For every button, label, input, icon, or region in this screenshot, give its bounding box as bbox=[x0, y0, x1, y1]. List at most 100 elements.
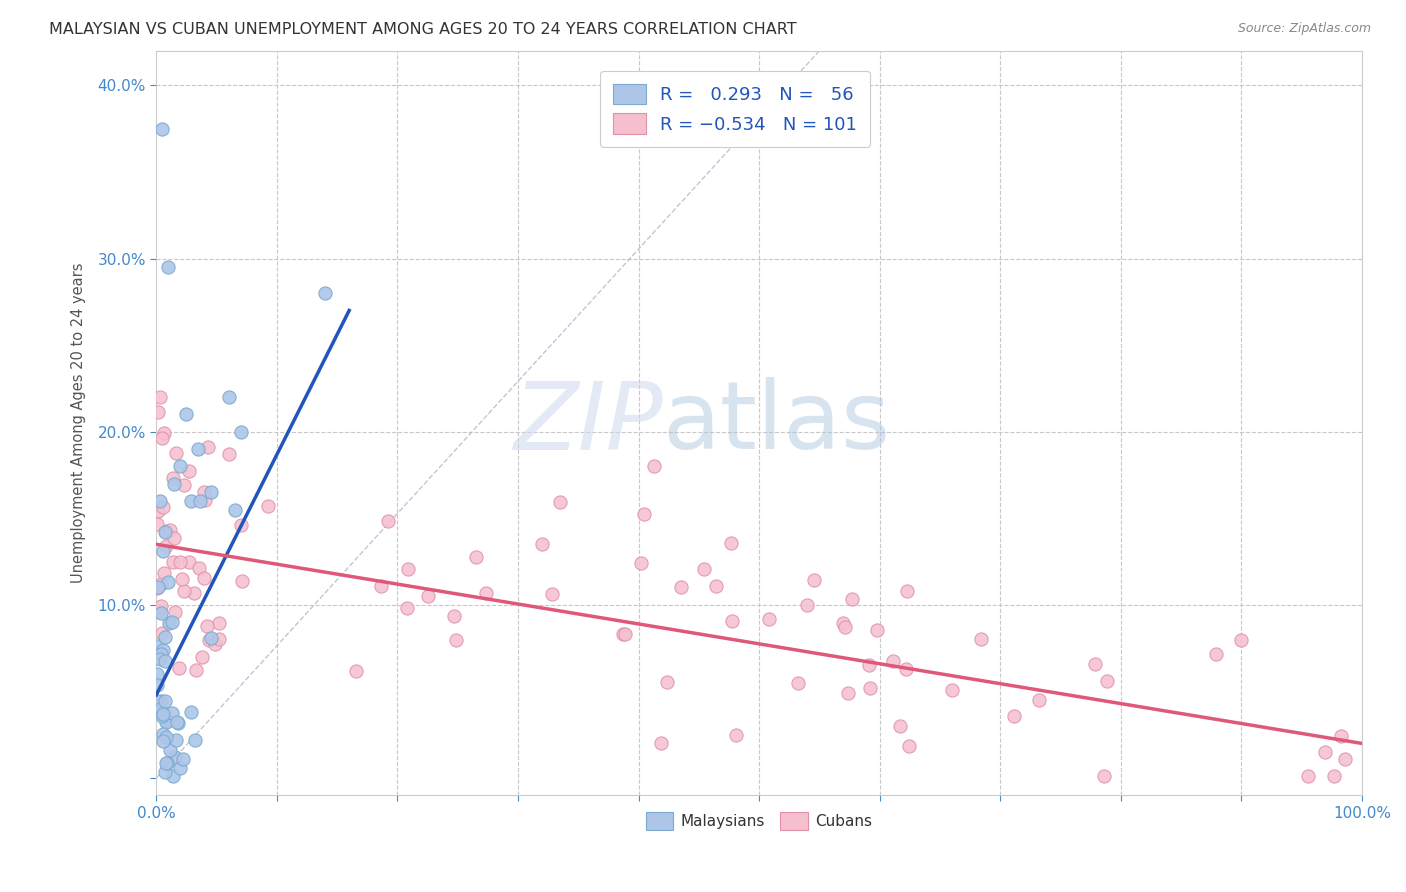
Point bbox=[150, 121, 173, 136]
Text: atlas: atlas bbox=[662, 377, 891, 469]
Point bbox=[153, 524, 176, 539]
Point bbox=[1095, 674, 1118, 689]
Point bbox=[630, 556, 652, 570]
Point bbox=[188, 560, 211, 574]
Point bbox=[758, 612, 780, 626]
Point bbox=[183, 586, 205, 600]
Point bbox=[803, 574, 825, 588]
Point bbox=[149, 606, 172, 620]
Point bbox=[167, 715, 190, 730]
Point bbox=[1028, 693, 1050, 707]
Point bbox=[162, 471, 184, 485]
Point bbox=[146, 678, 169, 692]
Point bbox=[157, 616, 180, 631]
Legend: Malaysians, Cubans: Malaysians, Cubans bbox=[640, 806, 879, 836]
Point bbox=[831, 616, 853, 631]
Point bbox=[157, 260, 180, 275]
Point bbox=[396, 601, 419, 615]
Point bbox=[152, 706, 174, 721]
Point bbox=[153, 425, 176, 440]
Point bbox=[149, 494, 172, 508]
Point bbox=[153, 654, 176, 668]
Point bbox=[218, 390, 240, 404]
Point bbox=[530, 537, 553, 551]
Point bbox=[149, 390, 172, 404]
Point bbox=[941, 682, 963, 697]
Point bbox=[208, 632, 231, 646]
Point bbox=[184, 732, 207, 747]
Point bbox=[162, 706, 184, 721]
Point bbox=[474, 585, 496, 599]
Point bbox=[155, 539, 177, 553]
Point bbox=[146, 516, 169, 531]
Point bbox=[231, 574, 253, 588]
Point bbox=[166, 715, 188, 730]
Point bbox=[1313, 745, 1336, 759]
Point bbox=[396, 562, 419, 576]
Point bbox=[540, 587, 562, 601]
Point bbox=[149, 694, 172, 708]
Point bbox=[657, 675, 679, 690]
Point bbox=[882, 654, 904, 668]
Point bbox=[1334, 752, 1357, 766]
Point bbox=[159, 523, 181, 537]
Point bbox=[148, 405, 170, 419]
Point bbox=[152, 544, 174, 558]
Point bbox=[1002, 709, 1025, 723]
Point bbox=[208, 615, 231, 630]
Point bbox=[176, 408, 198, 422]
Point bbox=[153, 765, 176, 780]
Point bbox=[970, 632, 993, 646]
Point bbox=[229, 517, 252, 532]
Point bbox=[177, 555, 200, 569]
Point bbox=[165, 446, 187, 460]
Point bbox=[150, 431, 173, 445]
Point bbox=[169, 459, 191, 474]
Point bbox=[218, 447, 240, 461]
Point bbox=[152, 500, 174, 514]
Point bbox=[841, 592, 863, 607]
Point bbox=[155, 715, 177, 730]
Point bbox=[725, 728, 748, 742]
Point bbox=[188, 494, 211, 508]
Point bbox=[163, 605, 186, 619]
Point bbox=[156, 756, 179, 771]
Point bbox=[704, 579, 727, 593]
Point bbox=[155, 631, 177, 645]
Point bbox=[153, 694, 176, 708]
Point bbox=[163, 476, 186, 491]
Point bbox=[146, 666, 169, 681]
Point bbox=[148, 580, 170, 594]
Text: MALAYSIAN VS CUBAN UNEMPLOYMENT AMONG AGES 20 TO 24 YEARS CORRELATION CHART: MALAYSIAN VS CUBAN UNEMPLOYMENT AMONG AG… bbox=[49, 22, 797, 37]
Point bbox=[165, 732, 187, 747]
Point bbox=[200, 631, 222, 645]
Point bbox=[146, 581, 169, 595]
Text: Source: ZipAtlas.com: Source: ZipAtlas.com bbox=[1237, 22, 1371, 36]
Point bbox=[156, 575, 179, 590]
Point bbox=[693, 562, 716, 576]
Point bbox=[612, 627, 634, 641]
Point bbox=[159, 743, 181, 757]
Point bbox=[152, 727, 174, 741]
Point bbox=[837, 686, 859, 700]
Point bbox=[180, 494, 202, 508]
Point bbox=[149, 702, 172, 716]
Point bbox=[170, 572, 193, 586]
Point bbox=[197, 440, 219, 454]
Point bbox=[162, 769, 184, 783]
Point bbox=[256, 499, 278, 513]
Point bbox=[146, 504, 169, 518]
Point bbox=[146, 639, 169, 653]
Point bbox=[146, 604, 169, 618]
Point bbox=[152, 642, 174, 657]
Point bbox=[1330, 729, 1353, 743]
Point bbox=[162, 555, 184, 569]
Point bbox=[150, 625, 173, 640]
Point bbox=[1205, 647, 1227, 661]
Point bbox=[834, 620, 856, 634]
Point bbox=[184, 664, 207, 678]
Point bbox=[150, 648, 173, 662]
Point bbox=[163, 750, 186, 764]
Point bbox=[155, 714, 177, 728]
Point bbox=[613, 627, 636, 641]
